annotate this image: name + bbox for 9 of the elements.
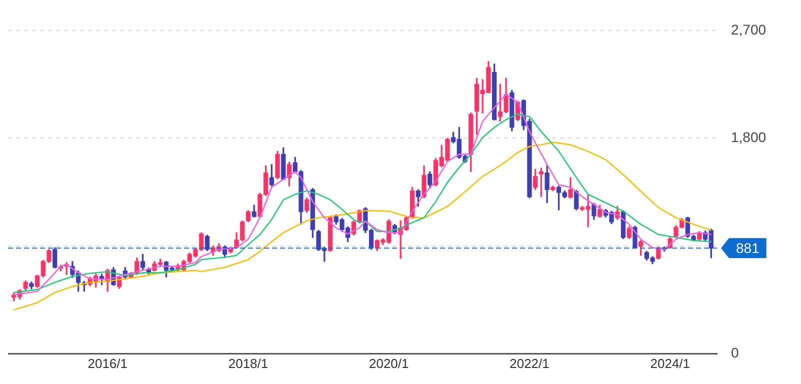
ref-line-label: 881 (736, 240, 760, 256)
y-tick-label: 0 (731, 344, 739, 360)
y-tick-label: 2,700 (731, 21, 766, 38)
x-tick-label: 2022/1 (510, 356, 550, 371)
x-tick-label: 2020/1 (368, 356, 409, 371)
y-tick-label: 1,800 (731, 128, 766, 145)
x-tick-label: 2024/1 (650, 356, 690, 371)
x-tick-label: 2018/1 (228, 356, 268, 371)
x-tick-label: 2016/1 (88, 356, 128, 371)
